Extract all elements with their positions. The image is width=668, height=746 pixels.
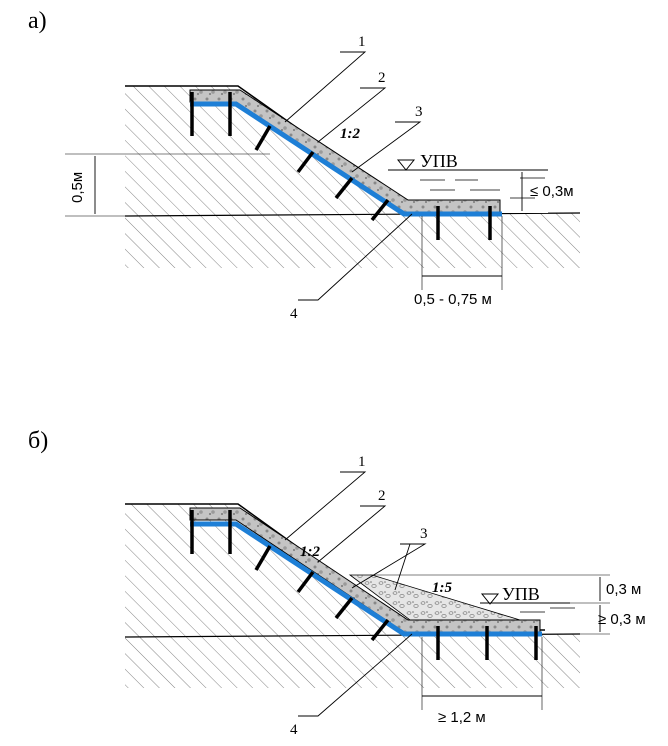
panel-b-ground-lower bbox=[125, 634, 580, 688]
panel-a-dim-bottom: 0,5 - 0,75 м bbox=[414, 291, 492, 308]
panel-b-label: б) bbox=[28, 428, 48, 454]
panel-a-callout-4: 4 bbox=[290, 306, 298, 322]
panel-b-ground-upper bbox=[125, 504, 418, 637]
panel-b-callout-4: 4 bbox=[290, 722, 298, 738]
panel-b-slope-ratio-fill: 1:5 bbox=[432, 580, 452, 596]
panel-b: б) 1 bbox=[28, 428, 646, 738]
panel-a-callout-1: 1 bbox=[358, 34, 366, 50]
panel-a-dim-left: 0,5м bbox=[69, 172, 86, 203]
panel-a-callout-leaders bbox=[284, 51, 422, 301]
panel-b-dim-right-bottom: ≥ 0,3 м bbox=[598, 611, 646, 628]
panel-b-stakes bbox=[190, 510, 538, 660]
panel-a-slope-ratio: 1:2 bbox=[340, 126, 360, 142]
panel-b-callout-3: 3 bbox=[420, 526, 428, 542]
panel-b-callout-leaders bbox=[284, 471, 427, 717]
panel-b-callout-1: 1 bbox=[358, 454, 366, 470]
panel-a-filter-layer bbox=[190, 101, 502, 217]
panel-a-dim-right: ≤ 0,3м bbox=[530, 183, 574, 200]
panel-a-stakes bbox=[190, 92, 492, 240]
panel-a-ground-upper bbox=[125, 86, 418, 216]
panel-b-slope-ratio: 1:2 bbox=[300, 544, 320, 560]
panel-a: а) bbox=[28, 8, 581, 322]
panel-a-callout-2: 2 bbox=[378, 70, 386, 86]
panel-b-water-dashes bbox=[520, 607, 575, 613]
panel-a-callout-3: 3 bbox=[415, 104, 423, 120]
panel-b-dim-bottom: ≥ 1,2 м bbox=[438, 709, 486, 726]
panel-b-dim-right-top: 0,3 м bbox=[606, 581, 641, 598]
panel-a-ground-lower bbox=[125, 213, 580, 268]
panel-a-water-level-marker bbox=[396, 159, 416, 171]
panel-b-filter-layer bbox=[190, 521, 542, 637]
panel-a-bed-line bbox=[124, 212, 581, 217]
panel-a-label: а) bbox=[28, 8, 47, 34]
panel-b-water-level-marker bbox=[480, 593, 500, 605]
panel-a-water-level-label: УПВ bbox=[420, 151, 458, 171]
panel-b-water-level-label: УПВ bbox=[502, 584, 540, 604]
panel-b-callout-2: 2 bbox=[378, 488, 386, 504]
panel-a-water-dashes bbox=[420, 177, 545, 199]
